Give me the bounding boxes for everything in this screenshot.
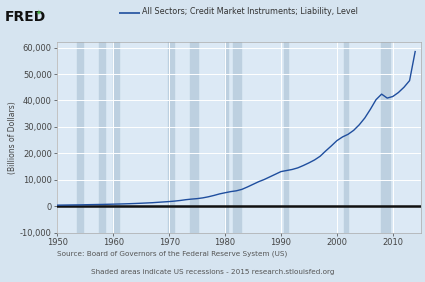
Y-axis label: (Billions of Dollars): (Billions of Dollars) xyxy=(8,101,17,174)
Text: Shaded areas indicate US recessions - 2015 research.stlouisfed.org: Shaded areas indicate US recessions - 20… xyxy=(91,269,334,275)
Bar xyxy=(284,42,288,233)
Bar xyxy=(99,42,105,233)
Bar xyxy=(113,42,119,233)
Bar xyxy=(190,42,198,233)
Text: ✦: ✦ xyxy=(36,10,42,16)
Bar xyxy=(168,42,174,233)
Text: Source: Board of Governors of the Federal Reserve System (US): Source: Board of Governors of the Federa… xyxy=(57,250,288,257)
Bar xyxy=(233,42,241,233)
Bar xyxy=(381,42,390,233)
Bar xyxy=(77,42,82,233)
Text: All Sectors; Credit Market Instruments; Liability, Level: All Sectors; Credit Market Instruments; … xyxy=(142,7,358,16)
Bar xyxy=(225,42,229,233)
Bar xyxy=(343,42,348,233)
Text: FRED: FRED xyxy=(4,10,45,24)
